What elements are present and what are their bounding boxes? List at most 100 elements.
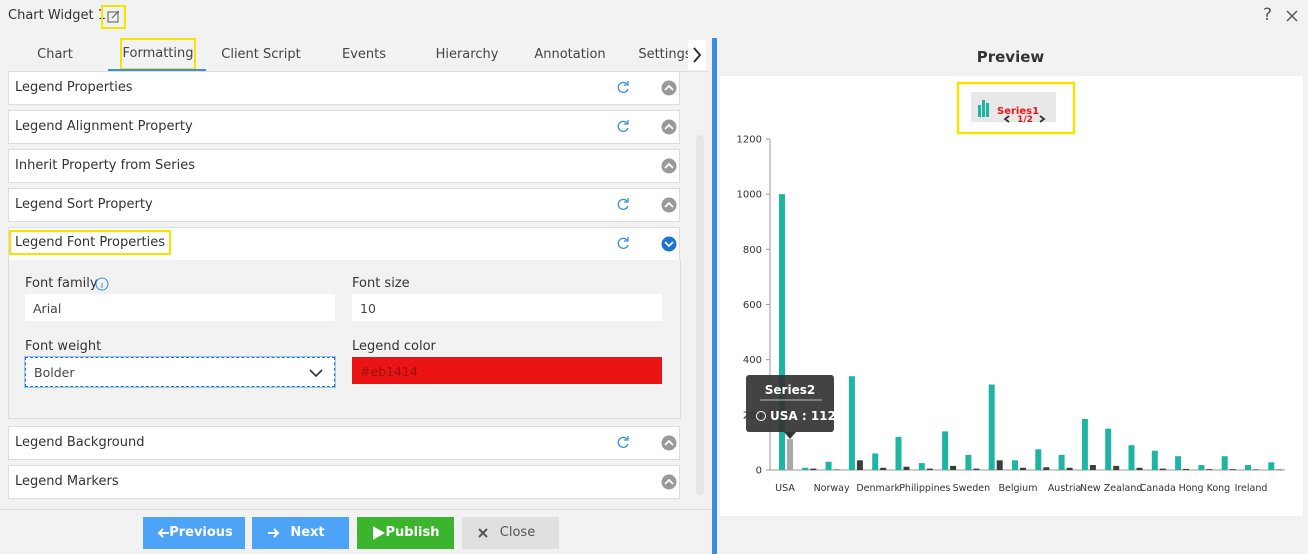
icon: [373, 526, 385, 540]
tab-divider: [8, 71, 708, 72]
x-tick-label: Sweden: [953, 483, 991, 494]
bar: [918, 463, 925, 470]
bar: [825, 461, 832, 470]
bar: [1206, 469, 1213, 470]
accordion-header[interactable]: Legend Font Properties: [8, 227, 680, 261]
x-tick-label: Norway: [814, 483, 850, 494]
bar: [1136, 467, 1143, 470]
tab[interactable]: Chart: [37, 47, 73, 62]
bar: [1183, 468, 1190, 470]
chevron: [664, 201, 674, 208]
bar: [988, 384, 995, 470]
chevron: [664, 84, 674, 91]
bar: [1159, 468, 1166, 470]
field-input[interactable]: #eb1414: [352, 357, 662, 384]
tab[interactable]: Settings: [638, 47, 690, 62]
x-tick-label: Belgium: [999, 483, 1038, 494]
close-icon[interactable]: [1285, 9, 1299, 23]
section-icons[interactable]: [609, 228, 680, 260]
preview-title: Preview: [976, 48, 1045, 66]
field-input[interactable]: 10: [352, 294, 662, 321]
legend-next: [1039, 115, 1046, 123]
y-tick-label: 1200: [737, 135, 762, 146]
button[interactable]: Publish: [357, 517, 454, 549]
bar: [1175, 456, 1182, 470]
bar: [1035, 449, 1042, 470]
icon: [157, 528, 169, 538]
refresh-icon: [617, 436, 629, 448]
bar: [856, 460, 863, 470]
bar: [1253, 469, 1259, 470]
button[interactable]: Close: [462, 517, 559, 549]
bar: [950, 465, 957, 470]
tab[interactable]: Client Script: [221, 47, 301, 62]
field-label: Legend color: [352, 339, 436, 354]
accordion: Legend Properties Legend Alignment Proper…: [8, 72, 680, 500]
splitter[interactable]: [712, 38, 717, 554]
tooltip-marker: [756, 411, 766, 421]
tab[interactable]: Hierarchy: [435, 47, 499, 62]
icon: [268, 528, 280, 538]
tab-underline: [108, 69, 206, 71]
section-title: Legend Alignment Property: [15, 119, 193, 134]
tab-scroll-button[interactable]: [688, 40, 706, 70]
section-icons[interactable]: [609, 427, 680, 459]
section-title: Legend Properties: [15, 80, 133, 95]
toggle-icon: [661, 80, 677, 96]
bar: [973, 468, 980, 470]
y-tick-label: 1000: [737, 190, 762, 201]
tab[interactable]: Annotation: [534, 47, 606, 62]
section-icons[interactable]: [609, 111, 680, 143]
section-title: Legend Markers: [15, 474, 119, 489]
help-icon[interactable]: ?: [1263, 5, 1273, 25]
dropdown-icon[interactable]: [308, 368, 324, 378]
accordion-header[interactable]: Inherit Property from Series: [8, 149, 680, 183]
legend-label: Series1: [997, 106, 1039, 117]
accordion-header[interactable]: Legend Properties: [8, 72, 680, 105]
bar: [1043, 467, 1050, 470]
bar: [1081, 418, 1088, 470]
section-icons[interactable]: [609, 72, 680, 104]
field-input[interactable]: Arial: [25, 294, 335, 321]
accordion-header[interactable]: Legend Markers: [8, 465, 680, 499]
legend-prev: [1003, 115, 1010, 123]
tab[interactable]: Formatting: [120, 38, 196, 70]
x-tick-label: Austria: [1048, 483, 1082, 494]
button-label: Previous: [169, 525, 233, 540]
edit-icon[interactable]: [101, 5, 126, 29]
chevron: [664, 478, 674, 485]
button[interactable]: Next: [252, 517, 349, 549]
bar: [1151, 450, 1158, 470]
icon: [478, 528, 488, 538]
toggle-icon: [661, 119, 677, 135]
button-label: Next: [290, 525, 325, 540]
refresh-icon: [617, 120, 629, 132]
widget-title: Chart Widget 1: [8, 8, 107, 23]
info-icon[interactable]: [95, 277, 109, 291]
accordion-header[interactable]: Legend Background: [8, 426, 680, 460]
tooltip-text: USA : 112: [770, 409, 836, 423]
field-input[interactable]: Bolder: [25, 357, 335, 387]
bar: [848, 376, 855, 470]
y-tick-label: 600: [743, 300, 762, 311]
button[interactable]: Previous: [143, 517, 245, 549]
toggle-icon: [661, 158, 677, 174]
accordion-header[interactable]: Legend Sort Property: [8, 188, 680, 222]
chevron: [309, 369, 323, 378]
bar: [903, 466, 910, 470]
button-icon: [478, 528, 488, 538]
toggle-icon: [661, 236, 677, 252]
section-icons[interactable]: [609, 150, 680, 182]
info-circle: [95, 277, 109, 291]
bar: [810, 468, 817, 470]
tab[interactable]: Events: [341, 47, 386, 62]
legend-highlight: [956, 81, 1076, 135]
field-label: Font family: [25, 276, 98, 291]
section-icons[interactable]: [609, 466, 680, 498]
accordion-header[interactable]: Legend Alignment Property: [8, 110, 680, 144]
section-icons[interactable]: [609, 189, 680, 221]
x-tick-label: Ireland: [1235, 483, 1268, 494]
chart: 020040060080010001200USANorwayDenmarkPhi…: [737, 81, 1285, 494]
bar: [833, 469, 840, 470]
